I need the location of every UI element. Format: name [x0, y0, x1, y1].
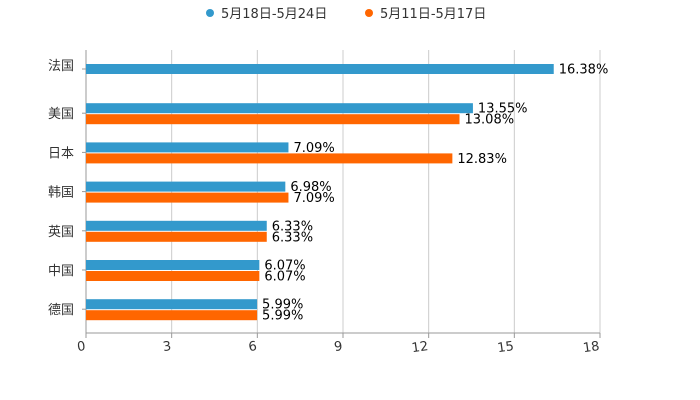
data-label-s2-6: 6.07%	[264, 270, 305, 285]
bar-s2-3	[86, 153, 453, 164]
x-tick-label-6: 6	[248, 339, 258, 355]
bar-s1-6	[86, 260, 260, 270]
category-label-5: 英国	[48, 225, 74, 240]
category-label-4: 韩国	[48, 186, 74, 201]
legend-marker-1	[206, 9, 214, 17]
data-label-s2-5: 6.33%	[272, 230, 313, 245]
bar-s2-7	[86, 310, 258, 321]
legend-label-2: 5月11日-5月17日	[380, 7, 486, 22]
data-label-s1-6: 6.07%	[264, 259, 305, 274]
bar-s2-4	[86, 192, 289, 203]
data-label-s2-7: 5.99%	[262, 309, 303, 324]
data-label-s1-1: 16.38%	[559, 63, 609, 78]
data-label-s1-4: 6.98%	[290, 180, 331, 195]
category-label-3: 日本	[48, 146, 74, 161]
bar-s1-1	[86, 64, 554, 74]
x-tick-label-18: 18	[582, 339, 600, 356]
x-tick-label-9: 9	[333, 339, 343, 355]
data-label-s1-2: 13.55%	[478, 102, 528, 117]
category-label-7: 德国	[48, 303, 74, 318]
bar-s2-6	[86, 271, 260, 281]
bar-s1-5	[86, 220, 267, 231]
x-tick-label-15: 15	[496, 339, 514, 356]
x-tick-label-3: 3	[162, 339, 172, 355]
bar-s2-2	[86, 114, 460, 125]
category-label-1: 法国	[48, 59, 74, 74]
x-tick-label-0: 0	[76, 339, 86, 355]
bar-s1-3	[86, 142, 289, 153]
data-label-s2-4: 7.09%	[293, 191, 334, 206]
bar-s2-5	[86, 231, 267, 242]
bar-s1-2	[86, 103, 473, 114]
data-label-s1-3: 7.09%	[293, 141, 334, 156]
bar-s1-7	[86, 299, 258, 310]
data-label-s1-5: 6.33%	[272, 219, 313, 234]
data-label-s1-7: 5.99%	[262, 298, 303, 313]
x-tick-label-12: 12	[411, 339, 429, 356]
data-label-s2-2: 13.08%	[465, 113, 515, 128]
category-label-6: 中国	[48, 264, 74, 279]
bar-s1-4	[86, 181, 286, 192]
category-label-2: 美国	[48, 107, 74, 122]
legend-label-1: 5月18日-5月24日	[221, 7, 327, 22]
legend-marker-2	[365, 9, 373, 17]
data-label-s2-3: 12.83%	[457, 152, 507, 167]
